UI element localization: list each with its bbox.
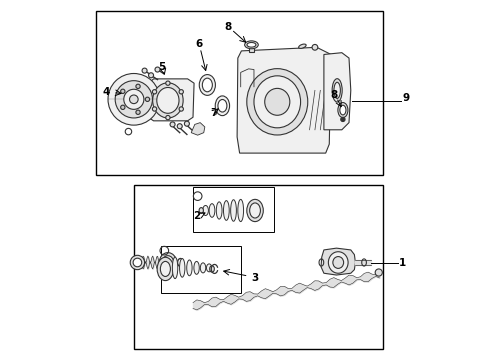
Ellipse shape [153, 83, 183, 118]
Ellipse shape [231, 200, 236, 221]
Bar [161, 246, 242, 293]
Circle shape [184, 121, 190, 126]
Circle shape [166, 116, 170, 120]
Ellipse shape [247, 42, 256, 47]
Ellipse shape [203, 206, 208, 216]
Circle shape [124, 89, 144, 109]
Ellipse shape [265, 88, 290, 115]
Bar [193, 187, 274, 232]
Ellipse shape [159, 253, 176, 273]
Circle shape [152, 90, 157, 94]
Ellipse shape [328, 252, 348, 273]
Ellipse shape [187, 260, 192, 276]
Ellipse shape [199, 208, 203, 213]
Ellipse shape [209, 204, 215, 217]
Circle shape [341, 117, 345, 122]
Ellipse shape [172, 257, 178, 279]
Circle shape [155, 67, 160, 72]
Bar [248, 45, 254, 51]
Circle shape [166, 81, 170, 85]
Polygon shape [324, 53, 351, 130]
Text: 6: 6 [196, 40, 203, 49]
Ellipse shape [298, 44, 306, 48]
Text: 5: 5 [158, 62, 166, 72]
Ellipse shape [162, 256, 173, 269]
Polygon shape [148, 79, 194, 121]
Text: 3: 3 [251, 273, 258, 283]
Bar [96, 12, 383, 175]
Ellipse shape [250, 203, 260, 218]
Circle shape [136, 84, 140, 89]
Circle shape [121, 105, 125, 109]
Text: 2: 2 [193, 211, 200, 221]
Circle shape [121, 89, 125, 94]
Ellipse shape [216, 202, 222, 219]
Ellipse shape [215, 96, 230, 116]
Text: 4: 4 [102, 87, 110, 98]
Ellipse shape [210, 266, 214, 272]
Ellipse shape [223, 201, 229, 220]
Circle shape [177, 124, 182, 129]
Text: 1: 1 [398, 258, 406, 268]
Circle shape [148, 73, 153, 78]
Ellipse shape [338, 103, 348, 118]
Circle shape [142, 68, 147, 73]
Polygon shape [321, 248, 355, 275]
Circle shape [179, 90, 183, 94]
Circle shape [108, 73, 160, 125]
Circle shape [146, 97, 149, 102]
Ellipse shape [179, 258, 185, 277]
Circle shape [179, 107, 183, 111]
Circle shape [170, 122, 175, 127]
Text: 8: 8 [330, 90, 338, 100]
Ellipse shape [332, 79, 342, 102]
Polygon shape [237, 47, 331, 153]
Text: 9: 9 [402, 93, 409, 103]
Text: 7: 7 [210, 108, 218, 118]
Ellipse shape [218, 99, 227, 112]
Circle shape [375, 269, 382, 276]
Ellipse shape [254, 76, 300, 128]
Circle shape [133, 258, 142, 267]
Ellipse shape [160, 261, 171, 276]
Ellipse shape [206, 264, 212, 272]
Ellipse shape [199, 75, 216, 95]
Ellipse shape [157, 257, 173, 280]
Circle shape [115, 81, 152, 118]
Text: 8: 8 [224, 22, 231, 32]
Ellipse shape [247, 199, 263, 222]
Circle shape [136, 110, 140, 114]
Ellipse shape [333, 257, 343, 269]
Ellipse shape [340, 105, 346, 115]
Ellipse shape [238, 199, 244, 222]
Ellipse shape [194, 261, 199, 274]
Circle shape [129, 95, 138, 104]
Circle shape [312, 44, 318, 50]
Circle shape [130, 255, 145, 270]
Ellipse shape [157, 87, 179, 113]
Bar [134, 185, 383, 348]
Polygon shape [191, 123, 205, 135]
Circle shape [152, 107, 157, 111]
Ellipse shape [200, 263, 206, 273]
Ellipse shape [334, 82, 341, 98]
Ellipse shape [202, 78, 212, 92]
Ellipse shape [247, 69, 308, 135]
Ellipse shape [245, 41, 258, 49]
